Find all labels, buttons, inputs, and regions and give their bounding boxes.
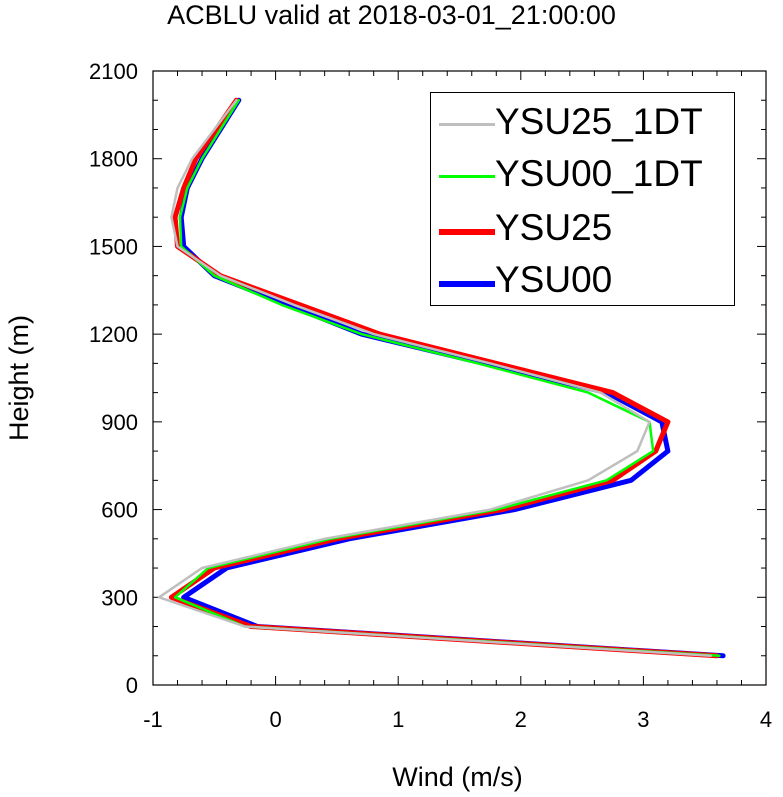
legend-item-ysu25: YSU25 <box>431 199 734 259</box>
legend-swatch <box>439 281 495 287</box>
y-tick-label: 600 <box>101 498 138 523</box>
plot-frame <box>152 70 767 686</box>
y-axis-label: Height (m) <box>4 315 34 441</box>
legend-label: YSU25_1DT <box>495 101 703 142</box>
legend-item-ysu25-1dt: YSU25_1DT <box>431 93 734 153</box>
legend: YSU25_1DT YSU00_1DT YSU25 YSU00 <box>430 92 735 306</box>
x-tick-label: 4 <box>760 707 772 732</box>
legend-swatch <box>439 123 495 126</box>
x-tick-label: 2 <box>515 707 527 732</box>
series-line-ysu25-1dt <box>157 98 713 658</box>
legend-label: YSU00_1DT <box>495 153 703 194</box>
y-tick-label: 2100 <box>89 59 138 84</box>
legend-swatch <box>439 175 495 178</box>
y-tick-label: 300 <box>101 585 138 610</box>
x-tick-label: 0 <box>269 707 281 732</box>
x-tick-label: 1 <box>392 707 404 732</box>
y-tick-label: 1200 <box>89 322 138 347</box>
y-tick-label: 1800 <box>89 147 138 172</box>
y-tick-label: 0 <box>126 673 138 698</box>
legend-label: YSU00 <box>495 259 613 300</box>
chart-title: ACBLU valid at 2018-03-01_21:00:00 <box>167 0 616 30</box>
series-line-ysu25 <box>168 97 720 659</box>
y-tick-label: 900 <box>101 410 138 435</box>
legend-item-ysu00-1dt: YSU00_1DT <box>431 145 734 205</box>
y-tick-label: 1500 <box>89 234 138 259</box>
x-axis-label: Wind (m/s) <box>392 762 523 792</box>
x-tick-label: 3 <box>637 707 649 732</box>
series-line-ysu00-1dt <box>173 98 721 658</box>
legend-item-ysu00: YSU00 <box>431 251 734 311</box>
legend-swatch <box>439 229 495 235</box>
legend-label: YSU25 <box>495 207 613 248</box>
x-tick-label: -1 <box>143 707 163 732</box>
